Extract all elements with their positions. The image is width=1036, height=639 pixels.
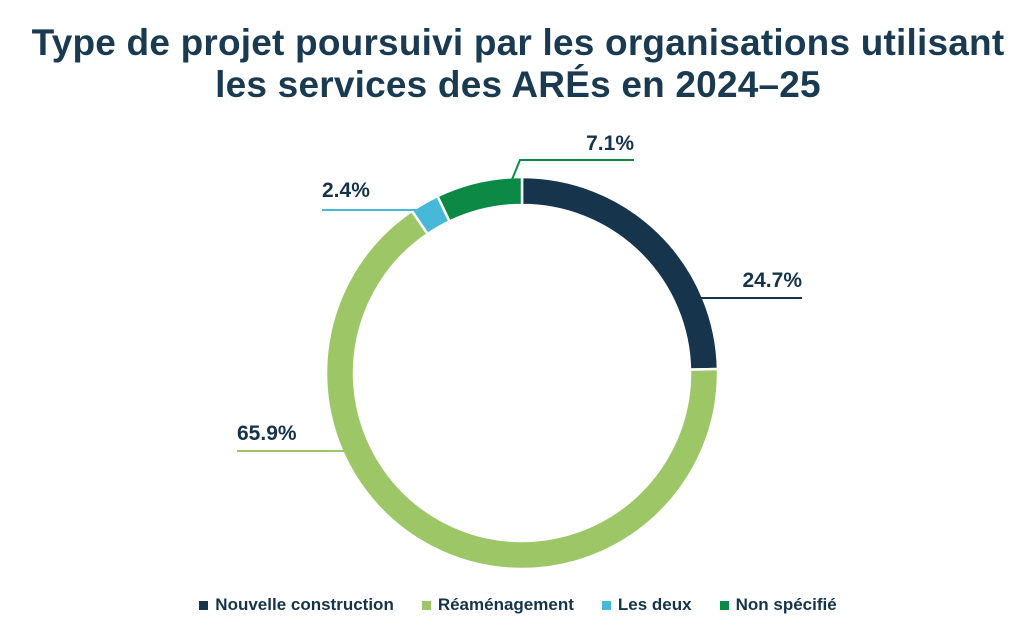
data-label-2: 2.4%	[322, 179, 370, 202]
legend-label: Nouvelle construction	[215, 595, 394, 614]
legend-item-nouvelle-construction: Nouvelle construction	[199, 595, 394, 615]
data-label-1: 65.9%	[237, 422, 297, 445]
leader-line-3	[510, 159, 634, 183]
legend-item-reamenagement: Réaménagement	[421, 595, 574, 615]
legend-swatch	[601, 600, 611, 610]
donut-slice-3	[435, 175, 524, 224]
legend-label: Les deux	[617, 595, 692, 614]
data-label-0: 24.7%	[742, 269, 802, 292]
legend-swatch	[719, 600, 729, 610]
data-label-3: 7.1%	[586, 132, 634, 155]
legend-label: Réaménagement	[437, 595, 574, 614]
donut-slice-1	[324, 209, 720, 571]
donut-slice-0	[520, 175, 720, 371]
legend-label: Non spécifié	[735, 595, 837, 614]
legend-item-les-deux: Les deux	[601, 595, 692, 615]
chart-legend: Nouvelle construction Réaménagement Les …	[0, 595, 1036, 615]
chart-title-line-2: les services des ARÉs en 2024–25	[215, 64, 821, 105]
chart-title-line-1: Type de projet poursuivi par les organis…	[31, 22, 1005, 63]
legend-item-non-specifie: Non spécifié	[719, 595, 837, 615]
legend-swatch	[199, 600, 209, 610]
legend-swatch	[421, 600, 431, 610]
chart-title: Type de projet poursuivi par les organis…	[0, 22, 1036, 106]
